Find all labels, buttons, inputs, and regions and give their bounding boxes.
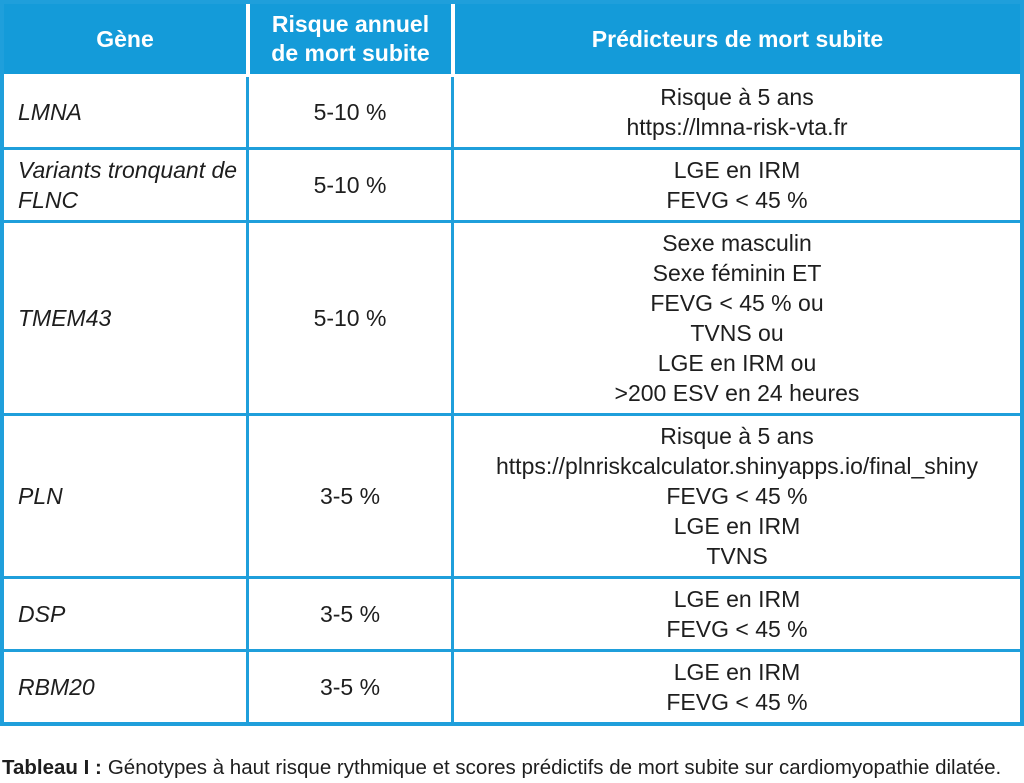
caption-text: Génotypes à haut risque rythmique et sco… bbox=[107, 756, 1002, 779]
predictor-line: LGE en IRM bbox=[673, 513, 801, 539]
predictors-cell: Sexe masculin Sexe féminin ET FEVG < 45 % … bbox=[451, 223, 1020, 416]
annual-risk-cell: 5-10 % bbox=[246, 77, 451, 150]
predictors-cell: LGE en IRM FEVG < 45 % bbox=[451, 150, 1020, 223]
genotype-risk-table: Gène Risque annuel de mort subite Prédic… bbox=[0, 0, 1024, 726]
predictor-line: Risque à 5 ans bbox=[660, 423, 814, 449]
table-header: Gène Risque annuel de mort subite Prédic… bbox=[4, 4, 1020, 77]
predictor-line: FEVG < 45 % ou bbox=[650, 290, 824, 316]
table-row: Variants tronquant de FLNC 5-10 % LGE en I… bbox=[4, 150, 1020, 223]
predictor-line: FEVG < 45 % bbox=[666, 483, 808, 509]
predictor-line: LGE en IRM bbox=[673, 586, 801, 612]
predictor-line: Sexe féminin ET bbox=[652, 260, 822, 286]
predictor-line: LGE en IRM ou bbox=[657, 350, 817, 376]
header-row: Gène Risque annuel de mort subite Prédic… bbox=[4, 4, 1020, 77]
predictor-line: TVNS bbox=[706, 543, 768, 569]
column-header-gene: Gène bbox=[4, 4, 246, 77]
annual-risk-cell: 3-5 % bbox=[246, 579, 451, 652]
column-header-annual-risk: Risque annuel de mort subite bbox=[246, 4, 451, 77]
predictor-line: LGE en IRM bbox=[673, 157, 801, 183]
table-row: DSP 3-5 % LGE en IRM FEVG < 45 % bbox=[4, 579, 1020, 652]
predictor-line: Risque à 5 ans bbox=[660, 84, 814, 110]
column-header-predictors: Prédicteurs de mort subite bbox=[451, 4, 1020, 77]
annual-risk-cell: 5-10 % bbox=[246, 150, 451, 223]
annual-risk-cell: 3-5 % bbox=[246, 652, 451, 722]
caption-label: Tableau I : bbox=[2, 756, 102, 779]
predictors-cell: LGE en IRM FEVG < 45 % bbox=[451, 652, 1020, 722]
predictors-cell: Risque à 5 ans https://plnriskcalculator.… bbox=[451, 416, 1020, 579]
annual-risk-cell: 3-5 % bbox=[246, 416, 451, 579]
gene-cell: PLN bbox=[4, 416, 246, 579]
predictor-line: FEVG < 45 % bbox=[666, 187, 808, 213]
predictor-line: FEVG < 45 % bbox=[666, 689, 808, 715]
gene-cell: LMNA bbox=[4, 77, 246, 150]
gene-cell: TMEM43 bbox=[4, 223, 246, 416]
gene-cell: Variants tronquant de FLNC bbox=[4, 150, 246, 223]
gene-cell: RBM20 bbox=[4, 652, 246, 722]
table-caption: Tableau I : Génotypes à haut risque rythm… bbox=[0, 726, 1024, 780]
table-row: RBM20 3-5 % LGE en IRM FEVG < 45 % bbox=[4, 652, 1020, 722]
table-row: TMEM43 5-10 % Sexe masculin Sexe féminin ET… bbox=[4, 223, 1020, 416]
table-body: LMNA 5-10 % Risque à 5 ans https://lmna-ris… bbox=[4, 77, 1020, 722]
predictor-line: https://plnriskcalculator.shinyapps.io/f… bbox=[496, 453, 978, 479]
predictors-cell: LGE en IRM FEVG < 45 % bbox=[451, 579, 1020, 652]
predictor-line: FEVG < 45 % bbox=[666, 616, 808, 642]
gene-cell: DSP bbox=[4, 579, 246, 652]
predictor-line: Sexe masculin bbox=[662, 230, 812, 256]
table-row: LMNA 5-10 % Risque à 5 ans https://lmna-ris… bbox=[4, 77, 1020, 150]
predictor-line: TVNS ou bbox=[690, 320, 784, 346]
table-row: PLN 3-5 % Risque à 5 ans https://plnriskcal… bbox=[4, 416, 1020, 579]
predictor-line: >200 ESV en 24 heures bbox=[614, 380, 860, 406]
predictor-line: https://lmna-risk-vta.fr bbox=[626, 114, 848, 140]
predictors-cell: Risque à 5 ans https://lmna-risk-vta.fr bbox=[451, 77, 1020, 150]
predictor-line: LGE en IRM bbox=[673, 659, 801, 685]
annual-risk-cell: 5-10 % bbox=[246, 223, 451, 416]
